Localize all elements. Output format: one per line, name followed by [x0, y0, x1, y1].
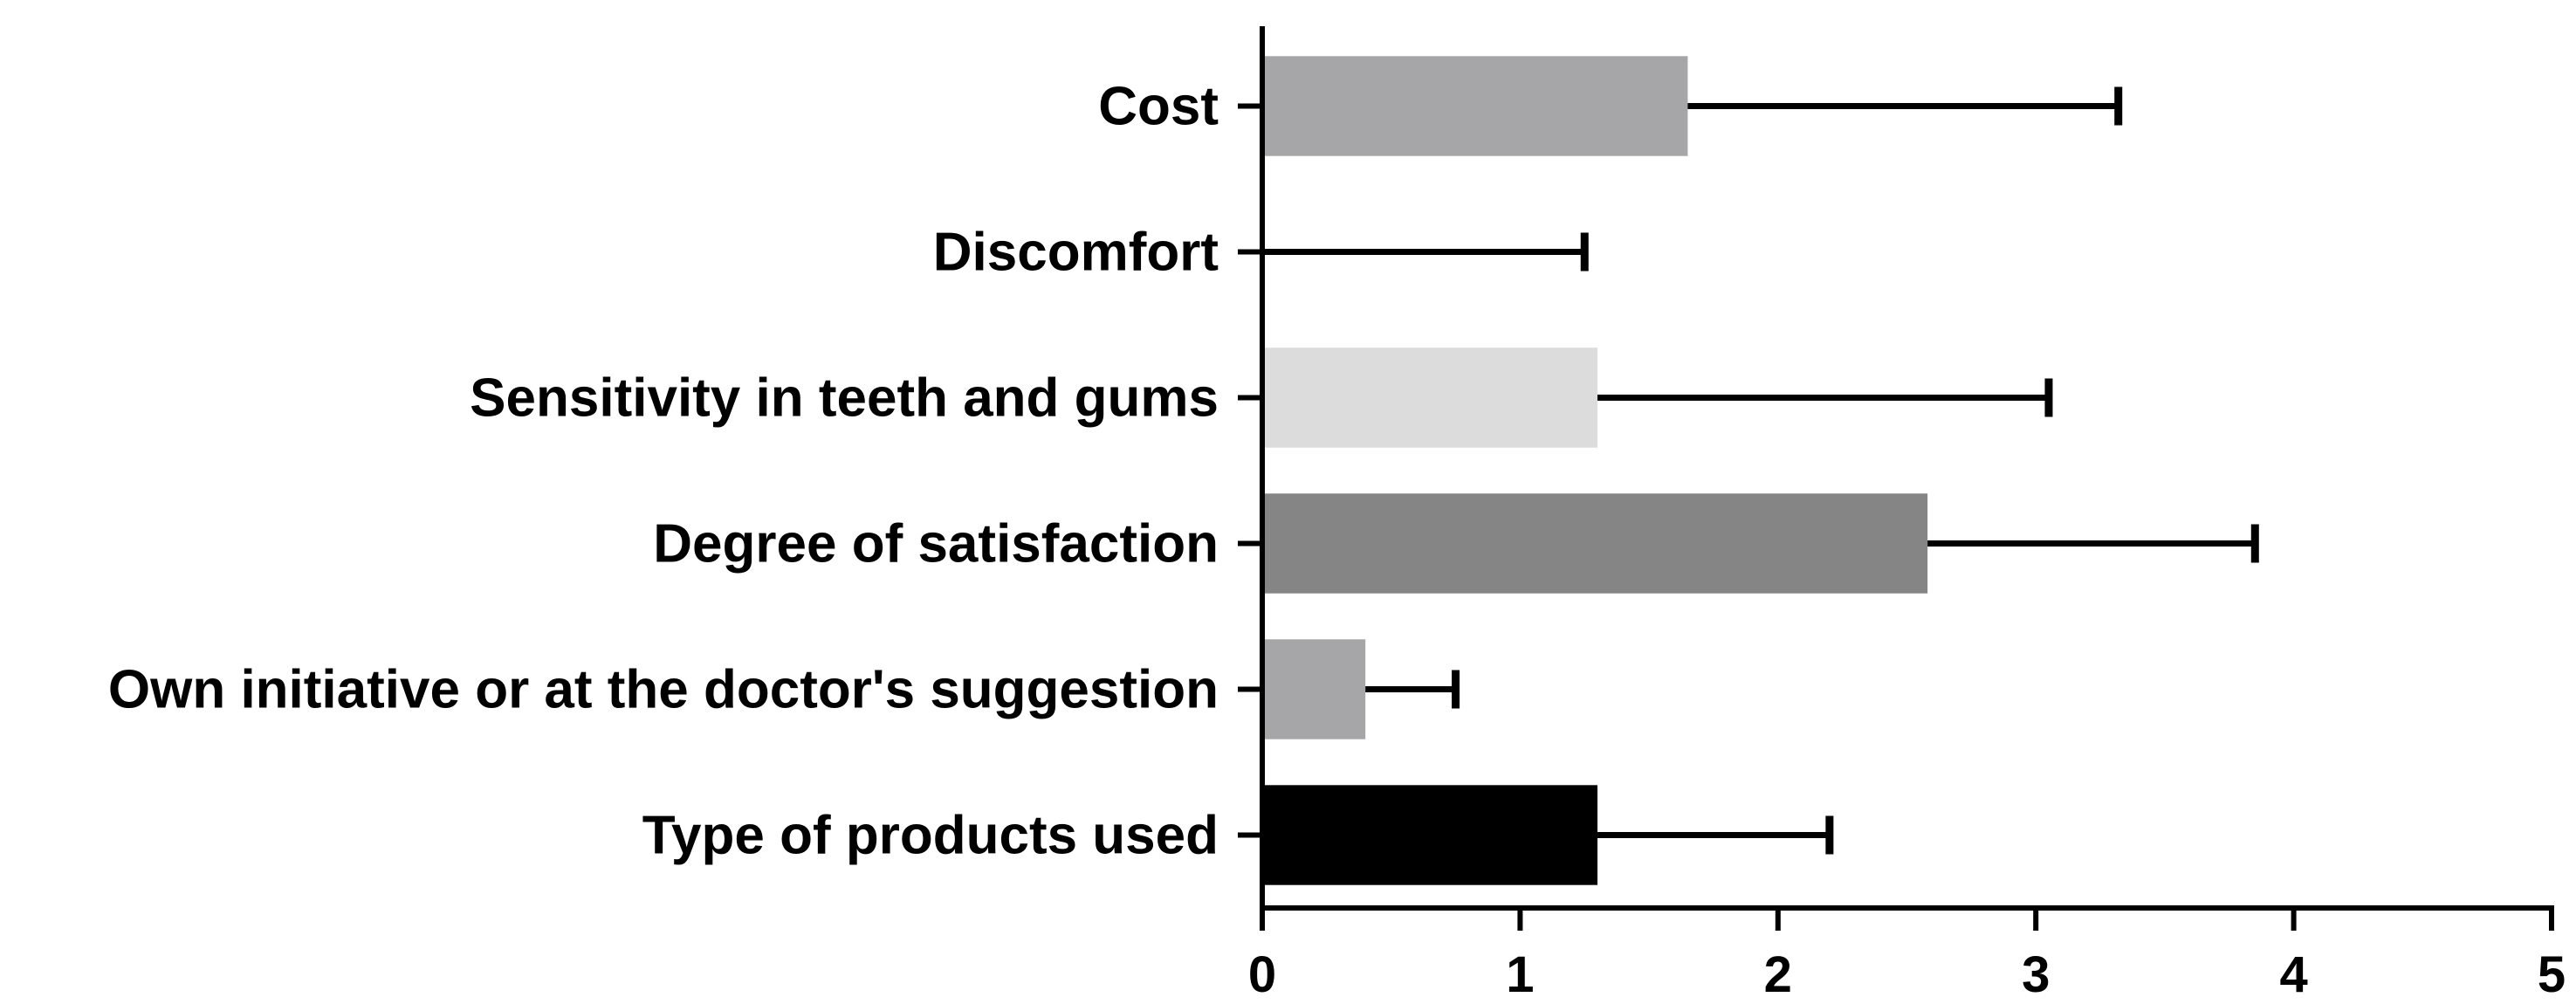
x-tick-label-5: 5	[2538, 946, 2566, 1003]
bars-layer	[1265, 56, 1928, 885]
category-label-type-of-products-used: Type of products used	[642, 806, 1219, 866]
x-tick-label-0: 0	[1248, 946, 1276, 1003]
category-label-own-initiative-or-at-the-doctor-s-suggestion: Own initiative or at the doctor's sugges…	[108, 660, 1219, 720]
x-tick-label-4: 4	[2279, 946, 2307, 1003]
axes-layer	[1260, 26, 2554, 911]
x-tick-label-1: 1	[1506, 946, 1534, 1003]
labels-layer: Cost Discomfort Sensitivity in teeth and g…	[108, 77, 2566, 1004]
error-bars-layer	[1262, 86, 2259, 855]
category-label-cost: Cost	[1098, 77, 1219, 137]
bar-sensitivity-in-teeth-and-gums	[1265, 347, 1598, 448]
category-label-discomfort: Discomfort	[933, 223, 1219, 283]
category-label-sensitivity-in-teeth-and-gums: Sensitivity in teeth and gums	[470, 368, 1219, 429]
category-label-degree-of-satisfaction: Degree of satisfaction	[653, 514, 1219, 574]
bar-cost	[1265, 56, 1688, 156]
x-tick-label-3: 3	[2022, 946, 2050, 1003]
bar-type-of-products-used	[1265, 785, 1598, 885]
bar-own-initiative-or-at-the-doctor-s-suggestion	[1265, 639, 1366, 739]
x-tick-label-2: 2	[1764, 946, 1792, 1003]
bar-degree-of-satisfaction	[1265, 493, 1928, 594]
